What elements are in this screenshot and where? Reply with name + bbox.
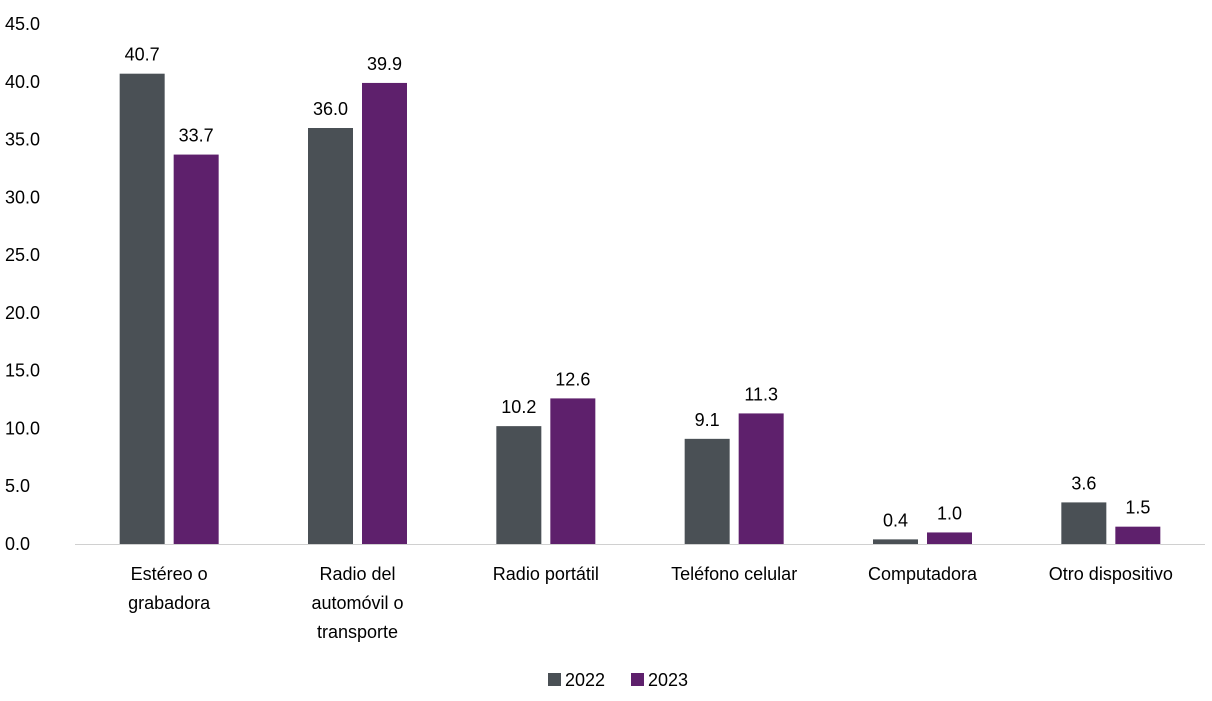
data-label-2023: 1.0 [937,503,962,523]
data-label-2022: 10.2 [501,397,536,417]
bar-2023 [550,398,596,544]
data-label-2023: 1.5 [1125,498,1150,518]
bar-2023 [738,413,784,544]
x-category-label: Estéreo o grabadora [128,564,211,613]
x-category-label-line: Otro dispositivo [1049,564,1173,584]
y-tick-label: 45.0 [5,14,40,34]
bar-2022 [1061,502,1107,544]
x-category-label: Otro dispositivo [1049,564,1173,584]
x-category-label-line: transporte [317,622,398,642]
y-tick-label: 25.0 [5,245,40,265]
bar-2023 [927,532,972,544]
legend-label-2023: 2023 [648,670,688,690]
x-category-label-line: grabadora [128,593,211,613]
y-tick-label: 10.0 [5,418,40,438]
x-category-label: Computadora [868,564,978,584]
bar-2022 [119,73,165,544]
y-tick-label: 5.0 [5,476,30,496]
x-category-label: Radio portátil [493,564,599,584]
x-category-label: Teléfono celular [671,564,797,584]
x-category-label-line: Computadora [868,564,978,584]
data-label-2023: 11.3 [744,384,778,404]
x-category-label-line: automóvil o [311,593,403,613]
data-label-2022: 9.1 [695,410,720,430]
x-category-label-line: Radio del [319,564,395,584]
data-label-2023: 39.9 [367,54,402,74]
bar-2022 [684,438,730,544]
legend-swatch-2022 [548,673,561,686]
y-tick-label: 15.0 [5,361,40,381]
legend-swatch-2023 [631,673,644,686]
x-category-label-line: Radio portátil [493,564,599,584]
bar-2023 [173,154,219,545]
y-tick-label: 40.0 [5,72,40,92]
data-label-2023: 33.7 [179,126,214,146]
data-label-2022: 36.0 [313,99,348,119]
bar-2023 [1115,526,1161,544]
x-category-label-line: Estéreo o [131,564,208,584]
data-label-2022: 3.6 [1071,473,1096,493]
y-tick-label: 0.0 [5,534,30,554]
legend-label-2022: 2022 [565,670,605,690]
bar-2022 [496,426,542,544]
y-tick-label: 30.0 [5,187,40,207]
data-label-2023: 12.6 [555,369,590,389]
bar-2022 [308,128,353,544]
y-tick-label: 35.0 [5,130,40,150]
data-label-2022: 0.4 [883,510,908,530]
bar-2022 [873,539,918,544]
x-category-label-line: Teléfono celular [671,564,797,584]
y-tick-label: 20.0 [5,303,40,323]
bar-2023 [362,82,407,544]
x-category-label: Radio del automóvil o transporte [311,564,403,642]
data-label-2022: 40.7 [125,45,160,65]
